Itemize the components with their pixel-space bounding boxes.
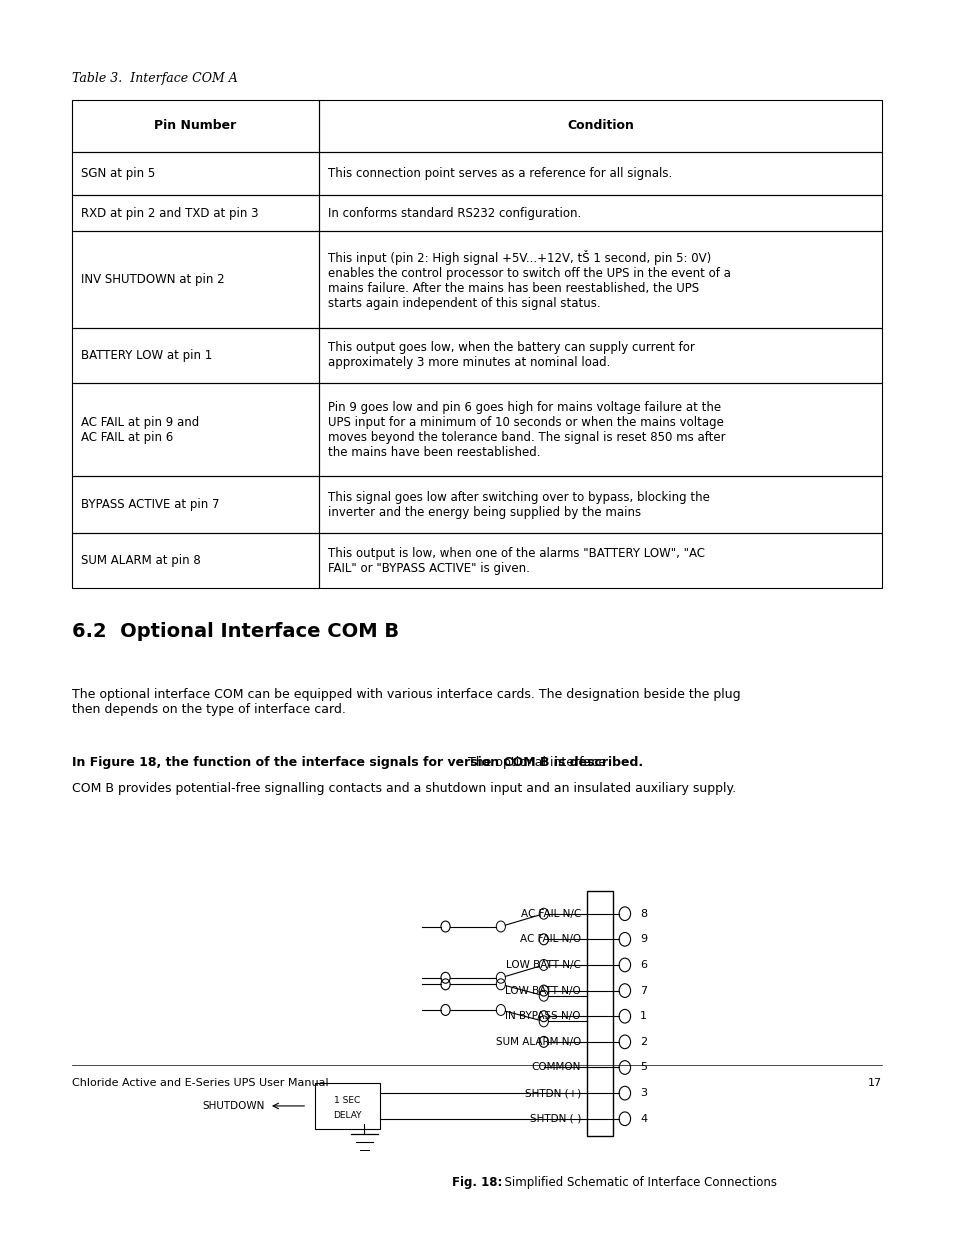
Bar (71, 329, 318, 383)
Text: Pin 9 goes low and pin 6 goes high for mains voltage failure at the
UPS input fo: Pin 9 goes low and pin 6 goes high for m… (328, 400, 725, 458)
Text: 6: 6 (639, 960, 646, 969)
Bar (71, 152, 318, 195)
Text: SHTDN (-): SHTDN (-) (529, 1114, 580, 1124)
Bar (318, 231, 882, 329)
Text: LOW BATT N/C: LOW BATT N/C (506, 960, 580, 969)
Text: SHTDN (+): SHTDN (+) (524, 1088, 580, 1098)
Text: SGN at pin 5: SGN at pin 5 (81, 167, 155, 179)
Text: INV SHUTDOWN at pin 2: INV SHUTDOWN at pin 2 (81, 273, 225, 287)
Bar (318, 329, 882, 383)
Text: 5: 5 (639, 1062, 646, 1072)
Text: COMMON: COMMON (531, 1062, 580, 1072)
Text: IN BYPASS N/O: IN BYPASS N/O (505, 1011, 580, 1021)
Text: AC FAIL at pin 9 and
AC FAIL at pin 6: AC FAIL at pin 9 and AC FAIL at pin 6 (81, 415, 199, 443)
Text: This output goes low, when the battery can supply current for
approximately 3 mo: This output goes low, when the battery c… (328, 341, 695, 369)
Text: RXD at pin 2 and TXD at pin 3: RXD at pin 2 and TXD at pin 3 (81, 206, 258, 220)
Bar (586, 890, 613, 1136)
Bar (318, 534, 882, 588)
Bar (71, 534, 318, 588)
Text: 9: 9 (639, 935, 646, 945)
Text: DELAY: DELAY (333, 1110, 361, 1120)
Bar (71, 231, 318, 329)
Text: 4: 4 (639, 1114, 646, 1124)
Text: Condition: Condition (567, 120, 634, 132)
Text: This input (pin 2: High signal +5V...+12V, tŠ 1 second, pin 5: 0V)
enables the c: This input (pin 2: High signal +5V...+12… (328, 249, 731, 310)
Bar (318, 477, 882, 534)
Text: 7: 7 (639, 986, 646, 995)
Text: COM B provides potential-free signalling contacts and a shutdown input and an in: COM B provides potential-free signalling… (71, 782, 735, 794)
Text: AC FAIL N/C: AC FAIL N/C (520, 909, 580, 919)
Bar (71, 477, 318, 534)
Text: Simplified Schematic of Interface Connections: Simplified Schematic of Interface Connec… (497, 1176, 776, 1189)
Text: In conforms standard RS232 configuration.: In conforms standard RS232 configuration… (328, 206, 581, 220)
Text: 8: 8 (639, 909, 646, 919)
Text: SHUTDOWN: SHUTDOWN (203, 1100, 265, 1112)
Text: 6.2  Optional Interface COM B: 6.2 Optional Interface COM B (71, 622, 398, 641)
Text: 2: 2 (639, 1037, 646, 1047)
Bar (71, 383, 318, 477)
Bar (318, 383, 882, 477)
Text: 1: 1 (639, 1011, 646, 1021)
Text: 3: 3 (639, 1088, 646, 1098)
Text: The optional interface COM can be equipped with various interface cards. The des: The optional interface COM can be equipp… (71, 688, 740, 716)
Text: 1 SEC: 1 SEC (334, 1095, 360, 1105)
Text: This signal goes low after switching over to bypass, blocking the
inverter and t: This signal goes low after switching ove… (328, 490, 710, 519)
Text: BATTERY LOW at pin 1: BATTERY LOW at pin 1 (81, 350, 213, 362)
Bar (314, 1083, 379, 1129)
Text: BYPASS ACTIVE at pin 7: BYPASS ACTIVE at pin 7 (81, 498, 219, 511)
Text: Chloride Active and E-Series UPS User Manual: Chloride Active and E-Series UPS User Ma… (71, 1078, 328, 1088)
Bar (318, 100, 882, 152)
Bar (318, 152, 882, 195)
Text: Pin Number: Pin Number (154, 120, 236, 132)
Bar (71, 195, 318, 231)
Text: Table 3.  Interface COM A: Table 3. Interface COM A (71, 73, 237, 85)
Text: This output is low, when one of the alarms "BATTERY LOW", "AC
FAIL" or "BYPASS A: This output is low, when one of the alar… (328, 547, 704, 574)
Bar (71, 100, 318, 152)
Text: SUM ALARM at pin 8: SUM ALARM at pin 8 (81, 555, 201, 567)
Text: Fig. 18:: Fig. 18: (452, 1176, 501, 1189)
Text: AC FAIL N/O: AC FAIL N/O (519, 935, 580, 945)
Text: SUM ALARM N/O: SUM ALARM N/O (496, 1037, 580, 1047)
Text: This connection point serves as a reference for all signals.: This connection point serves as a refere… (328, 167, 672, 179)
Text: The optional interface: The optional interface (463, 757, 605, 769)
Text: In Figure 18, the function of the interface signals for version COM B is describ: In Figure 18, the function of the interf… (71, 757, 642, 769)
Text: LOW BATT N/O: LOW BATT N/O (505, 986, 580, 995)
Bar (318, 195, 882, 231)
Text: 17: 17 (867, 1078, 882, 1088)
